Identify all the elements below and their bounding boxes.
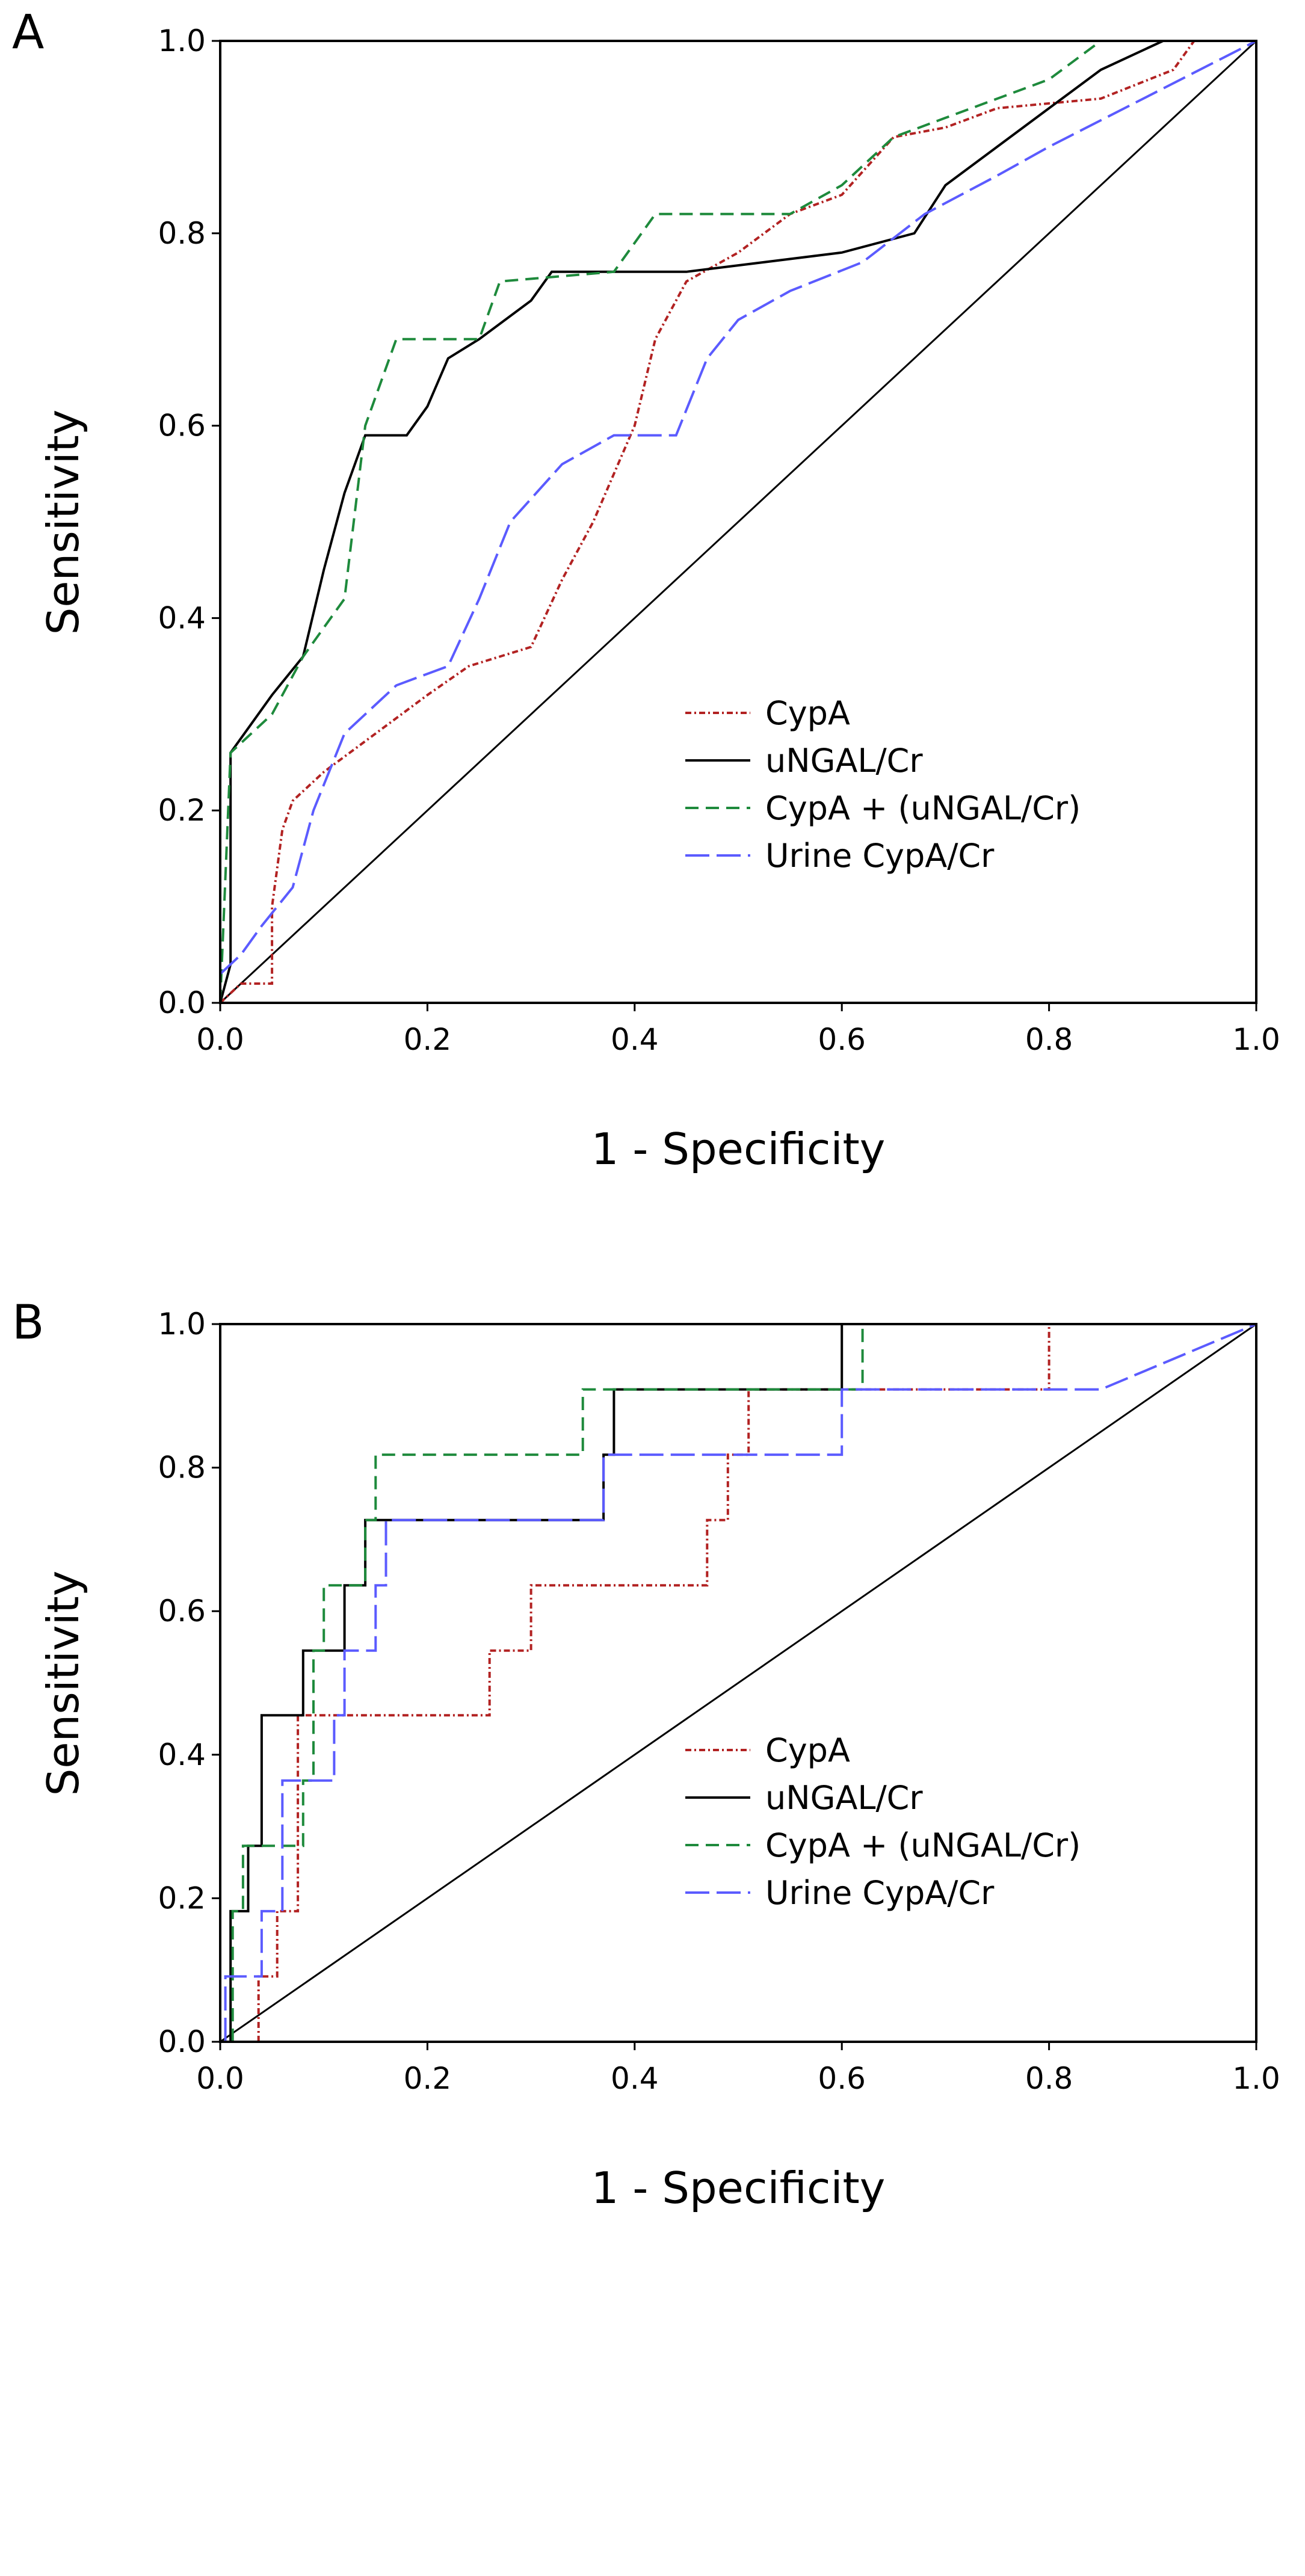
series-line-0	[257, 1323, 1256, 2042]
chart-panel-a: A 0.0 0.2 0.4 0.6 0.8 1.0 0.0 0.2 0.4 0.6 0.8 1.0 1 -…	[12, 5, 1280, 1174]
legend-label-2: CypA + (uNGAL/Cr)	[765, 1826, 1081, 1864]
x-tick-label: 1.0	[1232, 2061, 1280, 2096]
x-tick-label: 0.0	[196, 1022, 244, 1057]
x-tick-label: 0.6	[818, 2061, 866, 2096]
y-tick-label: 0.8	[158, 216, 206, 251]
series-line-2	[219, 40, 1256, 1003]
series-line-0	[219, 40, 1256, 1004]
legend-label-1: uNGAL/Cr	[765, 1779, 923, 1817]
legend-label-0: CypA	[765, 694, 850, 732]
legend-label-3: Urine CypA/Cr	[765, 1874, 995, 1912]
x-tick-label: 0.2	[404, 1022, 452, 1057]
y-tick-label: 0.2	[158, 793, 206, 828]
series-line-1	[219, 40, 1256, 1003]
reference-diagonal	[220, 1323, 1257, 2043]
y-tick-label: 0.6	[158, 1594, 206, 1628]
x-axis-title: 1 - Specificity	[591, 1124, 886, 1174]
reference-diagonal	[219, 40, 1257, 1004]
panel-label: B	[12, 1296, 45, 1350]
x-tick-label: 0.2	[404, 2061, 452, 2096]
legend: CypA uNGAL/Cr CypA + (uNGAL/Cr) Urine CypA/…	[685, 694, 1081, 875]
x-tick-label: 1.0	[1232, 1022, 1280, 1057]
x-tick-label: 0.6	[818, 1022, 866, 1057]
x-axis-title: 1 - Specificity	[591, 2163, 886, 2213]
y-tick-label: 0.0	[158, 2024, 206, 2059]
series-line-2	[231, 1323, 1256, 2042]
plot-frame	[219, 1323, 1257, 2043]
legend-label-1: uNGAL/Cr	[765, 742, 923, 780]
x-tick-label: 0.4	[611, 2061, 659, 2096]
chart-panel-b: B 0.0 0.2 0.4 0.6 0.8 1.0 0.0 0.2 0.4 0.6 0.8 1.0 1 -…	[12, 1296, 1280, 2213]
x-tick-label: 0.8	[1025, 1022, 1073, 1057]
y-axis-title: Sensitivity	[38, 410, 88, 635]
panel-label: A	[12, 5, 44, 60]
legend-label-2: CypA + (uNGAL/Cr)	[765, 789, 1081, 827]
x-tick-label: 0.4	[611, 1022, 659, 1057]
y-axis-title: Sensitivity	[38, 1571, 88, 1796]
x-tick-label: 0.0	[196, 2061, 244, 2096]
y-tick-label: 0.4	[158, 600, 206, 635]
y-tick-label: 0.6	[158, 408, 206, 443]
x-tick-label: 0.8	[1025, 2061, 1073, 2096]
series-line-3	[219, 40, 1257, 975]
y-tick-label: 0.2	[158, 1881, 206, 1915]
y-tick-label: 0.4	[158, 1737, 206, 1772]
legend-label-0: CypA	[765, 1731, 850, 1769]
y-tick-label: 1.0	[158, 23, 206, 58]
series-line-3	[224, 1323, 1257, 2042]
y-tick-label: 0.8	[158, 1450, 206, 1485]
legend-label-3: Urine CypA/Cr	[765, 837, 995, 875]
y-tick-label: 0.0	[158, 985, 206, 1020]
legend: CypA uNGAL/Cr CypA + (uNGAL/Cr) Urine CypA/…	[685, 1731, 1081, 1912]
plot-frame	[219, 40, 1257, 1004]
y-tick-label: 1.0	[158, 1307, 206, 1342]
